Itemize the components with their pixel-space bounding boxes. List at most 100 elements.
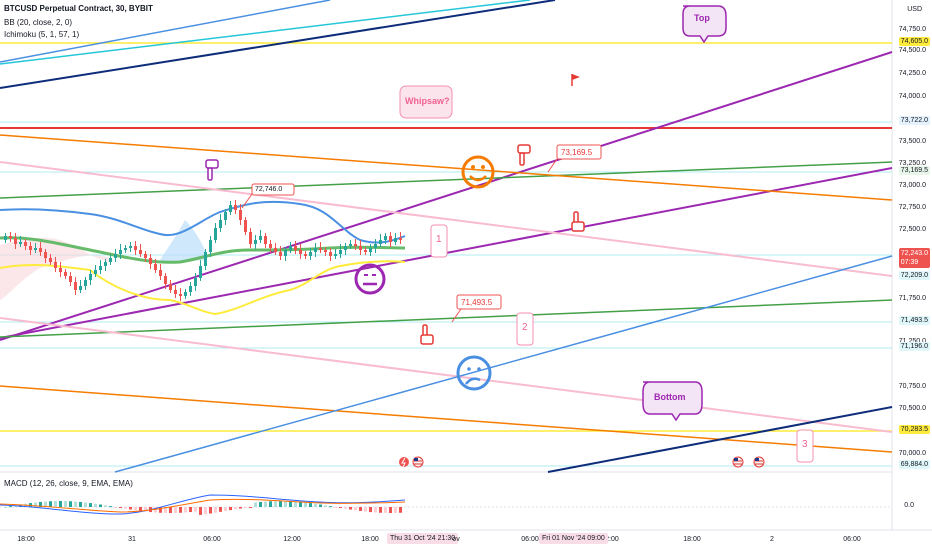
price-tag-green-low[interactable]: 71,493.5	[898, 316, 930, 325]
trendline-orange-lower[interactable]	[0, 385, 893, 453]
bottom-callout-box[interactable]	[642, 381, 703, 422]
macd-bar	[59, 501, 62, 507]
trendline-blue-rising[interactable]	[114, 255, 893, 473]
candle	[119, 250, 122, 254]
macd-bar	[344, 507, 347, 509]
candle	[304, 254, 307, 256]
candle	[334, 254, 337, 256]
trendline-green-lower[interactable]	[0, 299, 893, 338]
candle	[229, 205, 232, 212]
candle	[184, 292, 187, 296]
wave-3-box[interactable]	[796, 429, 814, 463]
macd-bar	[229, 507, 232, 511]
macd-bar	[339, 507, 342, 508]
candle	[199, 266, 202, 278]
hand-pointing-up-icon[interactable]	[571, 211, 585, 232]
candle	[244, 220, 247, 232]
time-tick: 12:00	[283, 536, 301, 543]
trendline-blue-top[interactable]	[0, 0, 331, 63]
macd-line	[0, 494, 406, 515]
price-tag-yellow-bottom[interactable]: 70,283.5	[898, 425, 930, 434]
time-tick: 06:00	[203, 536, 221, 543]
indicator-macd-label[interactable]: MACD (12, 26, close, 9, EMA, EMA)	[4, 479, 133, 488]
trendline-green-upper[interactable]	[0, 161, 893, 199]
chart-symbol-title[interactable]: BTCUSD Perpetual Contract, 30, BYBIT	[4, 4, 153, 13]
candle	[204, 252, 207, 266]
candle	[374, 244, 377, 248]
hand-pointing-down-icon[interactable]	[205, 159, 219, 181]
wave-1-box[interactable]	[430, 224, 448, 258]
price-callout-a-box[interactable]	[251, 183, 295, 196]
macd-bar	[249, 507, 252, 508]
whipsaw-box[interactable]	[399, 85, 453, 119]
trendline-navy-bottom[interactable]	[547, 406, 893, 473]
time-tick: 18:00	[683, 536, 701, 543]
price-tag-yellow-top[interactable]: 74,605.0	[898, 37, 930, 46]
price-callout-c-box[interactable]	[456, 294, 502, 310]
indicator-bb-label[interactable]: BB (20, close, 2, 0)	[4, 18, 73, 27]
wave-3-label: 3	[802, 439, 808, 450]
candle	[64, 272, 67, 276]
trendline-orange-upper[interactable]	[0, 134, 893, 201]
macd-bar	[189, 507, 192, 513]
price-tag-low-cyan[interactable]: 71,196.0	[898, 342, 930, 351]
price-callout-a-text: 72,746.0	[255, 186, 283, 193]
macd-bar	[39, 501, 42, 507]
trendline-purple-upper[interactable]	[0, 51, 893, 341]
price-tag-lowest-cyan[interactable]: 69,884.0	[898, 460, 930, 469]
price-callout-b-text: 73,169.5	[561, 148, 593, 157]
hand-pointing-up-lower-icon[interactable]	[420, 324, 434, 345]
price-axis-currency[interactable]: USD	[907, 6, 922, 13]
candle	[314, 248, 317, 252]
macd-bar	[49, 501, 52, 507]
price-tag-current[interactable]: 72,243.0 07:39	[898, 248, 930, 268]
macd-bar	[354, 507, 357, 511]
price-tick: 71,750.0	[898, 295, 926, 302]
red-flag-icon[interactable]	[571, 74, 580, 86]
time-highlight-start[interactable]: Thu 31 Oct '24 21:30	[387, 533, 459, 544]
price-tick: 72,500.0	[898, 226, 926, 233]
macd-bar	[224, 507, 227, 511]
us-flag-event-icon-3[interactable]	[753, 456, 765, 468]
price-tag-green-high[interactable]: 73,169.5	[898, 166, 930, 175]
us-flag-event-icon[interactable]	[412, 456, 424, 468]
candle	[249, 232, 252, 244]
wave-2-box[interactable]	[516, 312, 534, 346]
candlestick-series[interactable]	[4, 200, 402, 301]
smiley-face-icon[interactable]	[461, 155, 495, 189]
candle	[394, 238, 397, 242]
candle	[109, 258, 112, 262]
trendline-pink-lower[interactable]	[0, 317, 893, 433]
candle	[34, 248, 37, 250]
time-tick-partial: ov	[452, 536, 460, 543]
top-callout-box[interactable]	[682, 5, 727, 44]
indicator-ichimoku-label[interactable]: Ichimoku (5, 1, 57, 1)	[4, 30, 80, 39]
candle	[234, 205, 237, 210]
trendline-pink-upper[interactable]	[0, 161, 893, 277]
candle	[214, 228, 217, 240]
price-tick: 72,750.0	[898, 204, 926, 211]
price-tag-red[interactable]: 73,722.0	[898, 116, 930, 125]
candle	[379, 240, 382, 244]
price-tag-mid-cyan[interactable]: 72,209.0	[898, 271, 930, 280]
macd-bar	[84, 502, 87, 507]
worried-face-icon[interactable]	[456, 355, 492, 391]
candle	[174, 290, 177, 294]
candle	[4, 236, 7, 240]
ichimoku-cloud-blue	[160, 220, 205, 263]
candle	[299, 250, 302, 254]
macd-bar	[269, 501, 272, 507]
us-flag-event-icon-2[interactable]	[732, 456, 744, 468]
candle	[89, 274, 92, 280]
macd-bar	[294, 501, 297, 507]
hand-pointing-down-red-icon[interactable]	[517, 144, 531, 166]
time-highlight-end[interactable]: Fri 01 Nov '24 09:00	[539, 533, 608, 544]
flash-event-icon[interactable]	[399, 457, 409, 468]
price-callout-b-box[interactable]	[556, 144, 602, 160]
trendline-teal-top[interactable]	[0, 0, 531, 65]
trendline-navy-top[interactable]	[0, 0, 556, 89]
time-tick: 18:00	[361, 536, 379, 543]
neutral-face-icon[interactable]	[354, 263, 386, 295]
macd-bar	[104, 505, 107, 507]
